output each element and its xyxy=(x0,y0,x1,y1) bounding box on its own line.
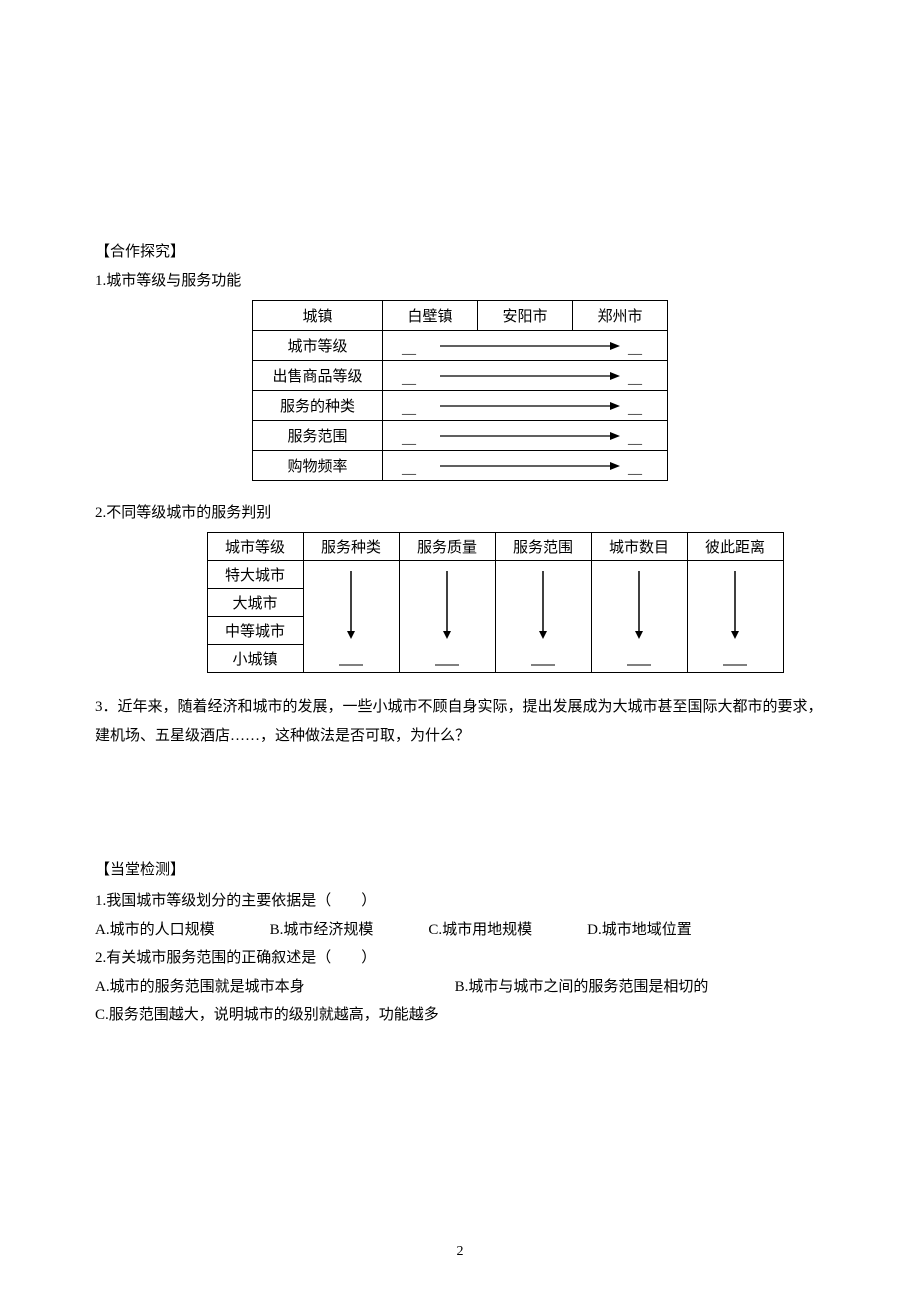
table-header: 服务范围 xyxy=(495,533,591,561)
arrow-cell: __ __ xyxy=(383,331,668,361)
svg-text:__: __ xyxy=(627,462,643,477)
down-arrow-icon xyxy=(715,565,755,671)
section-heading-cooperation: 【合作探究】 xyxy=(95,240,825,261)
spacer xyxy=(95,758,825,858)
vert-arrow-cell xyxy=(687,561,783,673)
table-header: 彼此距离 xyxy=(687,533,783,561)
table-row: 城镇 白壁镇 安阳市 郑州市 xyxy=(253,301,668,331)
right-arrow-icon: __ __ xyxy=(390,455,660,477)
vert-arrow-cell xyxy=(495,561,591,673)
row-label: 出售商品等级 xyxy=(253,361,383,391)
option-d: D.城市地域位置 xyxy=(587,916,692,945)
table-header: 安阳市 xyxy=(478,301,573,331)
table-header: 白壁镇 xyxy=(383,301,478,331)
down-arrow-icon xyxy=(427,565,467,671)
row-label: 小城镇 xyxy=(207,645,303,673)
table-row: 特大城市 xyxy=(207,561,783,589)
table-row: 服务范围 __ __ xyxy=(253,421,668,451)
svg-text:__: __ xyxy=(401,342,417,357)
svg-text:__: __ xyxy=(627,372,643,387)
section-heading-test: 【当堂检测】 xyxy=(95,858,825,879)
vert-arrow-cell xyxy=(591,561,687,673)
table-header: 服务质量 xyxy=(399,533,495,561)
option-b: B.城市与城市之间的服务范围是相切的 xyxy=(455,973,709,1002)
arrow-cell: __ __ xyxy=(383,361,668,391)
svg-text:__: __ xyxy=(627,432,643,447)
arrow-cell: __ __ xyxy=(383,391,668,421)
down-arrow-icon xyxy=(523,565,563,671)
table-header: 郑州市 xyxy=(573,301,668,331)
table-row: 出售商品等级 __ __ xyxy=(253,361,668,391)
down-arrow-icon xyxy=(619,565,659,671)
right-arrow-icon: __ __ xyxy=(390,425,660,447)
svg-text:__: __ xyxy=(401,402,417,417)
table1-container: 城镇 白壁镇 安阳市 郑州市 城市等级 __ __ 出售商品等级 __ xyxy=(95,300,825,481)
question-1-options: A.城市的人口规模 B.城市经济规模 C.城市用地规模 D.城市地域位置 xyxy=(95,916,825,945)
table-header: 城市等级 xyxy=(207,533,303,561)
svg-text:__: __ xyxy=(627,342,643,357)
right-arrow-icon: __ __ xyxy=(390,365,660,387)
table-row: 服务的种类 __ __ xyxy=(253,391,668,421)
question-1-stem: 1.我国城市等级划分的主要依据是（ ） xyxy=(95,887,825,916)
arrow-cell: __ __ xyxy=(383,451,668,481)
table-row: 购物频率 __ __ xyxy=(253,451,668,481)
vert-arrow-cell xyxy=(303,561,399,673)
option-a: A.城市的服务范围就是城市本身 xyxy=(95,973,305,1002)
svg-text:__: __ xyxy=(401,432,417,447)
subheading-city-level: 1.城市等级与服务功能 xyxy=(95,269,825,290)
right-arrow-icon: __ __ xyxy=(390,395,660,417)
row-label: 大城市 xyxy=(207,589,303,617)
table-header: 服务种类 xyxy=(303,533,399,561)
option-a: A.城市的人口规模 xyxy=(95,916,215,945)
arrow-cell: __ __ xyxy=(383,421,668,451)
row-label: 中等城市 xyxy=(207,617,303,645)
svg-text:__: __ xyxy=(401,462,417,477)
row-label: 特大城市 xyxy=(207,561,303,589)
table-header: 城市数目 xyxy=(591,533,687,561)
option-b: B.城市经济规模 xyxy=(270,916,374,945)
table-city-level-judgment: 城市等级 服务种类 服务质量 服务范围 城市数目 彼此距离 特大城市 xyxy=(207,532,784,673)
question-2-option-c: C.服务范围越大，说明城市的级别就越高，功能越多 xyxy=(95,1001,825,1030)
down-arrow-icon xyxy=(331,565,371,671)
row-label: 购物频率 xyxy=(253,451,383,481)
table2-container: 城市等级 服务种类 服务质量 服务范围 城市数目 彼此距离 特大城市 xyxy=(165,532,825,673)
row-label: 城市等级 xyxy=(253,331,383,361)
right-arrow-icon: __ __ xyxy=(390,335,660,357)
vert-arrow-cell xyxy=(399,561,495,673)
table-header: 城镇 xyxy=(253,301,383,331)
svg-text:__: __ xyxy=(627,402,643,417)
question-2-stem: 2.有关城市服务范围的正确叙述是（ ） xyxy=(95,944,825,973)
question-2-options-ab: A.城市的服务范围就是城市本身 B.城市与城市之间的服务范围是相切的 xyxy=(95,973,825,1002)
row-label: 服务的种类 xyxy=(253,391,383,421)
svg-text:__: __ xyxy=(401,372,417,387)
table-row: 城市等级 服务种类 服务质量 服务范围 城市数目 彼此距离 xyxy=(207,533,783,561)
subheading-service-judgment: 2.不同等级城市的服务判别 xyxy=(95,501,825,522)
option-c: C.城市用地规模 xyxy=(428,916,532,945)
table-city-level-service: 城镇 白壁镇 安阳市 郑州市 城市等级 __ __ 出售商品等级 __ xyxy=(252,300,668,481)
table-row: 城市等级 __ __ xyxy=(253,331,668,361)
page-number: 2 xyxy=(457,1244,464,1260)
row-label: 服务范围 xyxy=(253,421,383,451)
question-3-text: 3．近年来，随着经济和城市的发展，一些小城市不顾自身实际，提出发展成为大城市甚至… xyxy=(95,693,825,750)
